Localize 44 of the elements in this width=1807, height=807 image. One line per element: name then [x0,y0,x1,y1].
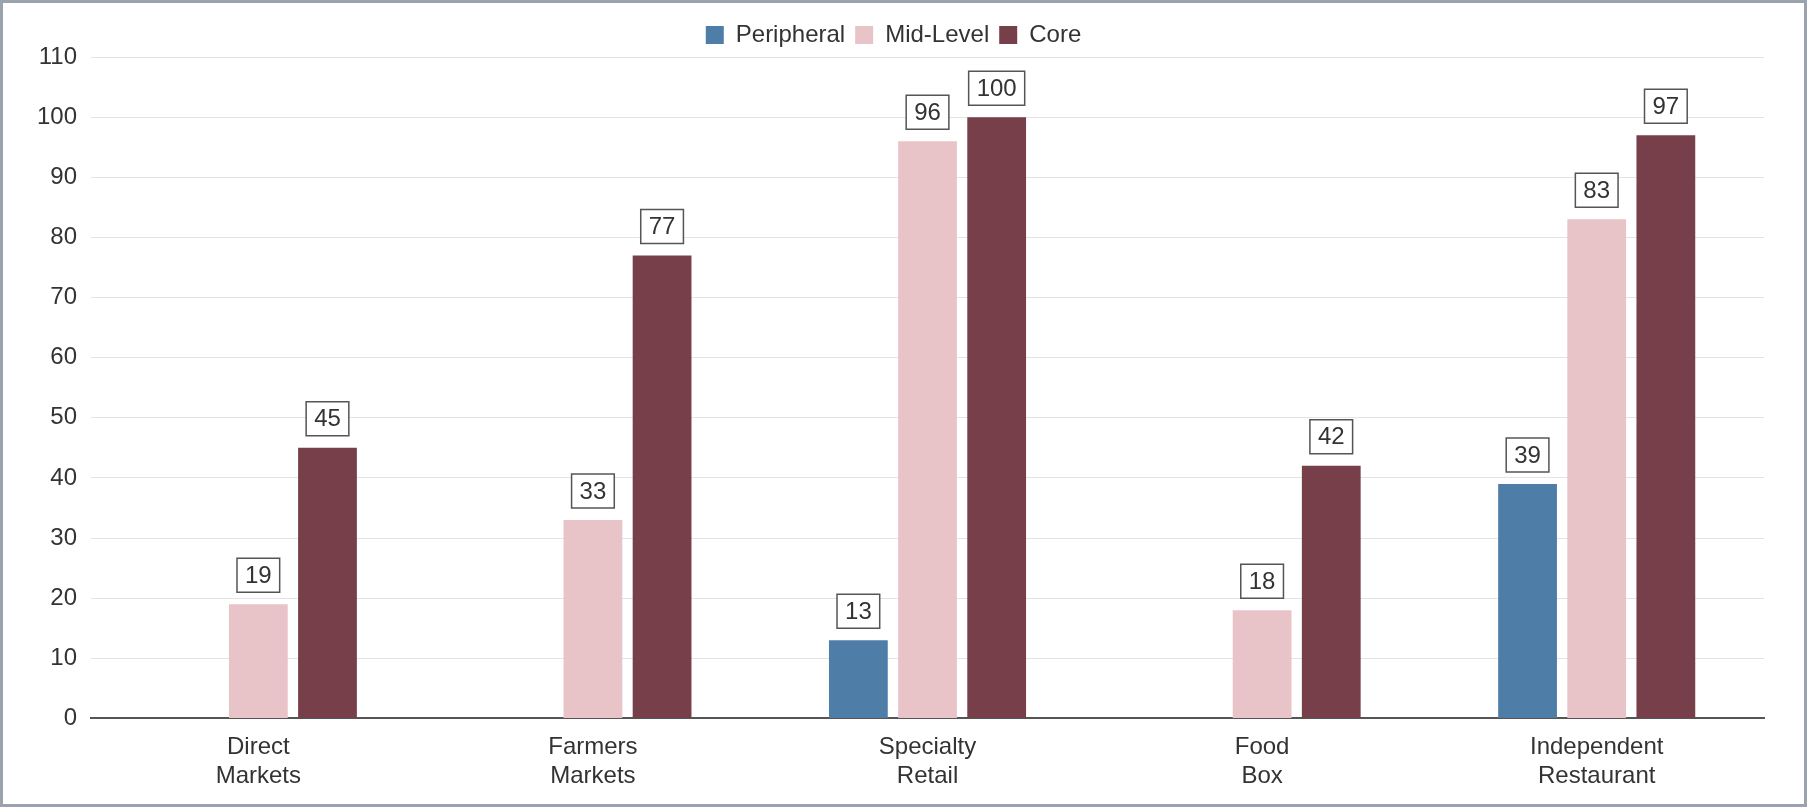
bar [228,604,288,718]
y-tick-label: 80 [50,222,78,250]
x-tick-label: Food Box [1234,732,1290,789]
data-label: 45 [314,404,341,432]
data-label: 19 [244,560,272,588]
data-label: 77 [648,212,676,240]
data-label: 33 [579,476,607,504]
y-tick-label: 0 [63,703,78,731]
data-label: 100 [976,73,1017,101]
bar [1636,135,1696,718]
bar [1232,610,1292,718]
data-label: 18 [1248,566,1276,594]
x-tick-label: Specialty Retail [878,732,977,789]
bar [898,141,957,718]
legend-label: Mid-Level [885,19,990,47]
x-tick-label: Farmers Markets [548,732,638,789]
data-label: 83 [1583,175,1611,203]
data-label: 97 [1652,91,1680,119]
y-tick-label: 100 [37,101,78,129]
bar [1567,219,1627,718]
data-label: 42 [1317,422,1345,450]
bar [563,519,623,718]
bar [298,447,357,718]
y-tick-label: 30 [50,522,78,550]
y-tick-label: 110 [38,41,78,69]
bar [1498,483,1557,718]
y-tick-label: 60 [50,342,78,370]
bar [632,255,692,718]
y-tick-label: 90 [50,161,78,189]
legend-label: Core [1029,19,1082,47]
y-tick-label: 40 [50,462,78,490]
y-tick-label: 10 [50,642,78,670]
y-tick-label: 70 [50,282,78,310]
data-label: 96 [914,97,941,125]
data-label: 39 [1514,440,1541,468]
legend-label: Peripheral [735,19,846,47]
y-tick-label: 20 [50,582,78,610]
y-tick-label: 50 [50,402,78,430]
x-tick-label: Independent Restaurant [1529,732,1664,789]
bar [967,117,1027,718]
bar [828,640,888,718]
bar [1301,465,1361,718]
x-tick-label: Direct Markets [215,732,302,789]
data-label: 13 [845,596,872,624]
